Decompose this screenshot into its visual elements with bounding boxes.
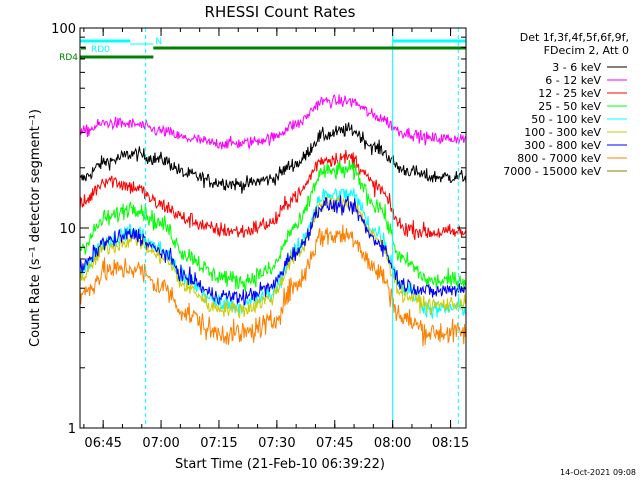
x-tick-label-1: 07:00: [142, 436, 179, 451]
legend-label-1: 6 - 12 keV: [545, 74, 601, 87]
series-line-6: [79, 195, 467, 306]
legend-label-6: 300 - 800 keV: [524, 139, 601, 152]
legend-label-4: 50 - 100 keV: [531, 113, 601, 126]
x-tick-label-5: 08:00: [374, 436, 411, 451]
legend-label-3: 25 - 50 keV: [538, 100, 601, 113]
x-tick-label-4: 07:45: [316, 436, 353, 451]
legend-header-1: FDecim 2, Att 0: [544, 44, 629, 57]
legend-label-2: 12 - 25 keV: [538, 87, 601, 100]
footer-date: 14-Oct-2021 09:08: [560, 468, 636, 477]
rd0-label: RD0: [91, 45, 110, 55]
axis-layer: 06:45 07:00 07:15 07:30 07:45 08:00 08:15 1 10 10…: [51, 22, 469, 451]
rd4-label: RD4: [59, 53, 78, 63]
y-tick-label-2: 100: [51, 22, 76, 37]
x-tick-label-0: 06:45: [84, 436, 121, 451]
series-layer: [79, 94, 467, 347]
chart-title: RHESSI Count Rates: [205, 3, 356, 21]
series-line-3: [79, 160, 467, 293]
series-line-0: [79, 122, 467, 194]
series-line-2: [79, 149, 467, 240]
y-tick-label-0: 1: [68, 422, 76, 437]
legend: Det 1f,3f,4f,5f,6f,9f,FDecim 2, Att 0 3 -…: [503, 31, 629, 178]
x-tick-label-3: 07:30: [258, 436, 295, 451]
legend-label-0: 3 - 6 keV: [552, 61, 601, 74]
series-line-5: [79, 195, 467, 319]
x-tick-label-2: 07:15: [200, 436, 237, 451]
legend-label-7: 800 - 7000 keV: [517, 152, 601, 165]
n-marker-label: N: [155, 37, 162, 47]
legend-label-8: 7000 - 15000 keV: [503, 165, 601, 178]
y-tick-label-1: 10: [59, 222, 76, 237]
legend-label-5: 100 - 300 keV: [524, 126, 601, 139]
x-axis-label: Start Time (21-Feb-10 06:39:22): [175, 457, 385, 472]
x-tick-label-6: 08:15: [432, 436, 469, 451]
series-line-7: [79, 224, 467, 347]
series-line-1: [79, 94, 467, 151]
y-axis-label: Count Rate (s⁻¹ detector segment⁻¹): [28, 109, 43, 347]
legend-header-0: Det 1f,3f,4f,5f,6f,9f,: [520, 31, 629, 44]
